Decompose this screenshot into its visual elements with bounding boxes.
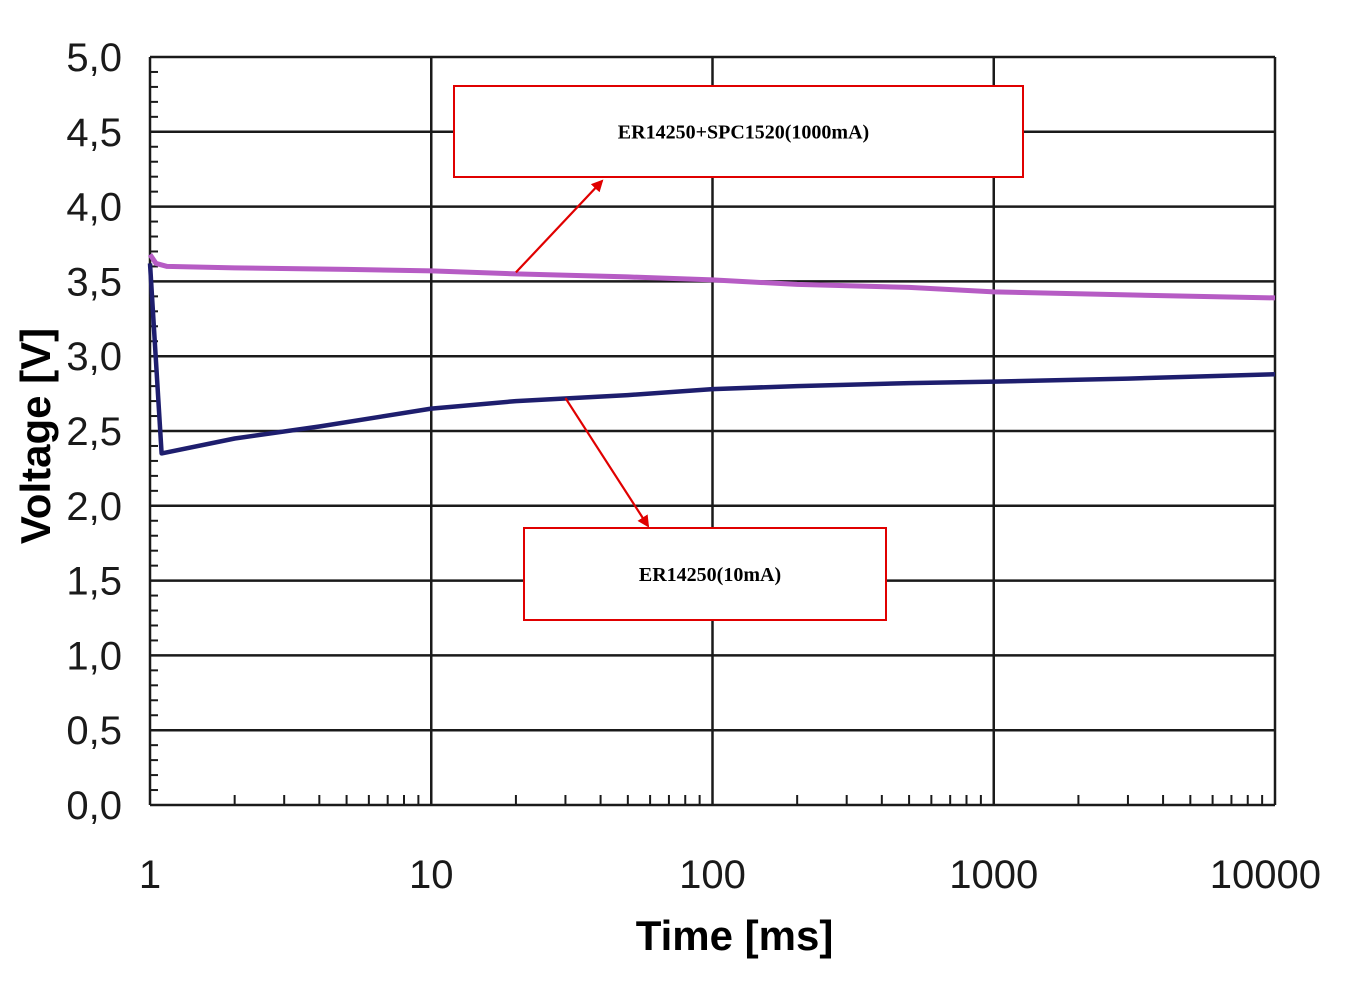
x-tick-label: 10 (409, 853, 454, 897)
grid (148, 55, 1277, 807)
series (147, 253, 1276, 456)
annotations: ER14250+SPC1520(1000mA) ER14250(10mA) (453, 85, 1024, 621)
annotation-label: ER14250(10mA) (639, 564, 781, 586)
annotation-label: ER14250+SPC1520(1000mA) (618, 122, 869, 144)
x-tick-label: 1000 (949, 853, 1038, 897)
y-tick-label: 0,0 (66, 784, 122, 828)
annotation-arrows (515, 179, 650, 528)
annotation-arrow (564, 397, 650, 528)
y-tick-label: 5,0 (66, 36, 122, 80)
y-tick-label: 2,0 (66, 485, 122, 529)
y-tick-label: 1,5 (66, 560, 122, 604)
x-tick-label: 10000 (1210, 853, 1321, 897)
x-tick-label: 100 (679, 853, 746, 897)
y-axis-title: Voltage [V] (12, 328, 59, 544)
y-tick-label: 3,0 (66, 335, 122, 379)
x-tick-label: 1 (139, 853, 161, 897)
y-tick-label: 3,5 (66, 260, 122, 304)
y-tick-label: 4,5 (66, 111, 122, 155)
x-axis-title: Time [ms] (636, 912, 834, 959)
annotation-box (453, 85, 1024, 178)
annotation-arrow (515, 179, 604, 274)
y-tick-label: 4,0 (66, 186, 122, 230)
y-tick-label: 2,5 (66, 410, 122, 454)
series-line (147, 263, 1276, 456)
y-tick-label: 0,5 (66, 709, 122, 753)
y-tick-label: 1,0 (66, 634, 122, 678)
series-line (147, 253, 1276, 301)
tick-labels: 0,0 0,5 1,0 1,5 2,0 2,5 3,0 3,5 4,0 4,5 5,0 1 10 100 1… (66, 36, 1321, 897)
annotation-box (523, 527, 887, 621)
minor-ticks (150, 70, 1264, 805)
